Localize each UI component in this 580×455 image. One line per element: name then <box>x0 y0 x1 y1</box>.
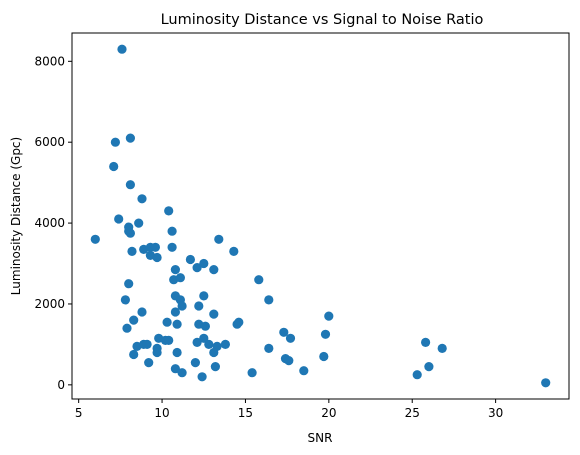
data-point-8 <box>134 218 144 228</box>
data-point-20 <box>152 252 162 263</box>
y-axis-ticks: 0 2000 4000 6000 8000 <box>34 54 72 392</box>
data-point-14 <box>214 234 224 244</box>
y-tick-label: 8000 <box>34 54 65 68</box>
data-point-45 <box>172 319 182 329</box>
data-point-74 <box>284 356 294 366</box>
data-point-77 <box>190 358 200 368</box>
data-point-4 <box>125 180 135 190</box>
y-tick-label: 2000 <box>34 297 65 311</box>
data-point-3 <box>109 161 119 172</box>
data-point-38 <box>194 301 204 311</box>
data-point-62 <box>421 337 431 347</box>
data-point-68 <box>152 347 162 358</box>
data-point-7 <box>164 206 174 216</box>
data-point-51 <box>279 327 289 337</box>
y-tick-label: 0 <box>57 378 65 392</box>
data-point-70 <box>172 347 182 358</box>
data-point-69 <box>129 349 139 360</box>
data-point-79 <box>170 364 180 374</box>
data-points <box>90 44 551 388</box>
data-point-78 <box>210 362 220 372</box>
data-point-12 <box>90 234 100 244</box>
data-point-85 <box>424 362 434 372</box>
data-point-81 <box>197 372 207 382</box>
data-point-41 <box>209 309 219 319</box>
x-tick-label: 20 <box>321 406 336 420</box>
data-point-42 <box>324 311 334 321</box>
data-point-61 <box>220 339 230 349</box>
data-point-26 <box>170 265 180 275</box>
data-point-17 <box>150 242 160 252</box>
data-point-43 <box>129 315 139 325</box>
data-point-18 <box>167 242 177 252</box>
data-point-32 <box>120 295 130 305</box>
data-point-36 <box>264 295 274 305</box>
data-point-75 <box>319 351 329 362</box>
data-point-53 <box>285 333 296 343</box>
chart-title: Luminosity Distance vs Signal to Noise R… <box>161 12 484 28</box>
y-tick-label: 6000 <box>34 135 65 149</box>
data-point-2 <box>125 133 135 143</box>
data-point-80 <box>177 368 187 378</box>
y-axis-label: Luminosity Distance (Gpc) <box>9 137 23 295</box>
data-point-35 <box>199 291 209 301</box>
data-point-57 <box>192 337 202 347</box>
data-point-52 <box>320 329 331 339</box>
data-point-6 <box>114 214 124 224</box>
x-axis-ticks: 5 10 15 20 25 30 <box>75 399 503 420</box>
data-point-50 <box>122 323 132 333</box>
data-point-11 <box>125 228 135 238</box>
data-point-37 <box>177 301 187 311</box>
data-point-31 <box>124 279 134 289</box>
data-point-63 <box>437 343 447 353</box>
x-tick-label: 5 <box>75 406 83 420</box>
data-point-21 <box>127 246 137 256</box>
x-tick-label: 15 <box>238 406 253 420</box>
data-point-71 <box>209 347 219 358</box>
data-point-0 <box>117 44 127 54</box>
data-point-30 <box>254 275 264 285</box>
data-point-5 <box>137 194 147 204</box>
data-point-39 <box>137 307 147 317</box>
data-point-56 <box>164 335 174 345</box>
data-point-83 <box>299 366 309 376</box>
data-point-13 <box>167 226 177 236</box>
data-point-76 <box>144 358 154 368</box>
data-point-40 <box>170 307 180 317</box>
data-point-49 <box>234 317 244 327</box>
x-tick-label: 25 <box>405 406 420 420</box>
x-tick-label: 30 <box>488 406 503 420</box>
data-point-22 <box>185 254 195 265</box>
data-point-58 <box>199 333 209 343</box>
data-point-44 <box>162 317 172 327</box>
y-tick-label: 4000 <box>34 216 65 230</box>
plot-frame <box>71 32 570 400</box>
data-point-82 <box>247 368 257 378</box>
data-point-59 <box>204 339 214 349</box>
data-point-27 <box>229 246 239 256</box>
x-axis-label: SNR <box>308 431 333 445</box>
data-point-47 <box>200 321 210 331</box>
data-point-1 <box>110 137 120 147</box>
data-point-25 <box>209 265 219 275</box>
data-point-23 <box>192 263 202 273</box>
data-point-72 <box>264 343 274 353</box>
data-point-84 <box>412 370 422 380</box>
data-point-86 <box>541 378 551 388</box>
data-point-66 <box>142 339 152 349</box>
x-tick-label: 10 <box>154 406 169 420</box>
data-point-24 <box>199 258 209 269</box>
data-point-29 <box>175 273 185 283</box>
